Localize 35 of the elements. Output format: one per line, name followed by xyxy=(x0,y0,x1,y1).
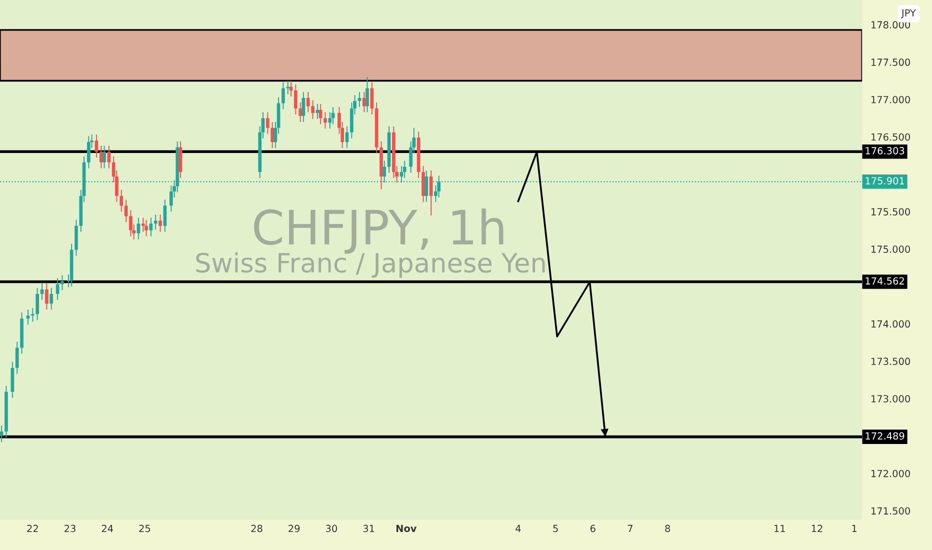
x-tick-label: 28 xyxy=(251,524,262,532)
text: Swiss Franc / Japanese Yen xyxy=(196,252,545,278)
y-tick-label: 173.500 xyxy=(872,358,910,366)
y-tick-label: 175.000 xyxy=(872,246,910,253)
x-tick-label: 25 xyxy=(139,524,150,532)
x-tick-label: 8 xyxy=(665,524,670,532)
x-tick-label: 22 xyxy=(27,524,38,532)
x-tick-label: 6 xyxy=(590,524,596,532)
x-tick-label: 30 xyxy=(326,524,337,532)
y-tick-label: 177.000 xyxy=(872,96,910,104)
x-tick-label: 1 xyxy=(852,524,857,532)
y-tick-label: 177.500 xyxy=(872,58,910,66)
x-tick-label: 11 xyxy=(774,524,785,532)
text: CHFJPY, 1h xyxy=(254,208,504,254)
y-tick-label: 175.500 xyxy=(872,208,910,216)
x-tick-label: 5 xyxy=(553,524,558,532)
x-tick-label: 31 xyxy=(363,524,374,532)
ref-line-label: 174.562 xyxy=(866,277,904,285)
y-tick-label: 172.000 xyxy=(872,470,910,478)
y-tick-label: 171.500 xyxy=(872,507,910,515)
x-tick-label: 4 xyxy=(516,524,521,532)
ref-line-label: 172.489 xyxy=(866,432,904,440)
y-tick-label: 176.500 xyxy=(872,133,910,141)
x-tick-label: 24 xyxy=(102,524,114,532)
ref-line-label: 175.901 xyxy=(866,177,904,184)
x-tick-label: 23 xyxy=(64,524,76,532)
x-tick-label: Nov xyxy=(396,524,417,532)
y-tick-label: 173.000 xyxy=(872,395,910,402)
y-tick-label: 174.000 xyxy=(872,320,910,328)
y-tick-label: 178.000 xyxy=(872,21,910,29)
y-axis-title: JPY xyxy=(900,9,916,18)
ref-line-label: 176.303 xyxy=(866,147,904,154)
x-tick-label: 7 xyxy=(628,524,632,532)
x-tick-label: 29 xyxy=(288,524,300,532)
x-tick-label: 12 xyxy=(812,524,822,532)
